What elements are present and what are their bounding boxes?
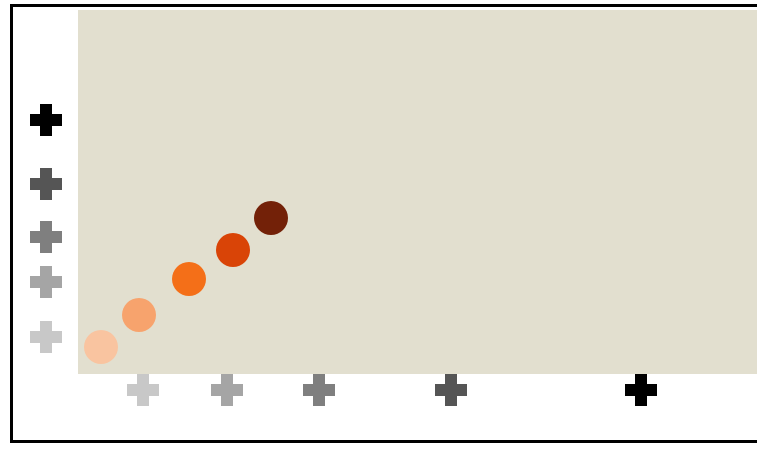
x-legend-plus-2 (211, 374, 243, 406)
plot-area (78, 10, 757, 374)
x-legend-plus-1 (127, 374, 159, 406)
x-legend-plus-5 (625, 374, 657, 406)
scatter-point-4 (216, 233, 250, 267)
y-legend-plus-1 (30, 321, 62, 353)
x-legend-plus-4 (435, 374, 467, 406)
y-legend-plus-4 (30, 168, 62, 200)
scatter-point-1 (84, 330, 118, 364)
y-legend-plus-2 (30, 266, 62, 298)
x-legend-plus-3 (303, 374, 335, 406)
y-legend-plus-5 (30, 104, 62, 136)
scatter-point-5 (254, 201, 288, 235)
y-legend-plus-3 (30, 221, 62, 253)
scatter-point-3 (172, 262, 206, 296)
scatter-point-2 (122, 298, 156, 332)
